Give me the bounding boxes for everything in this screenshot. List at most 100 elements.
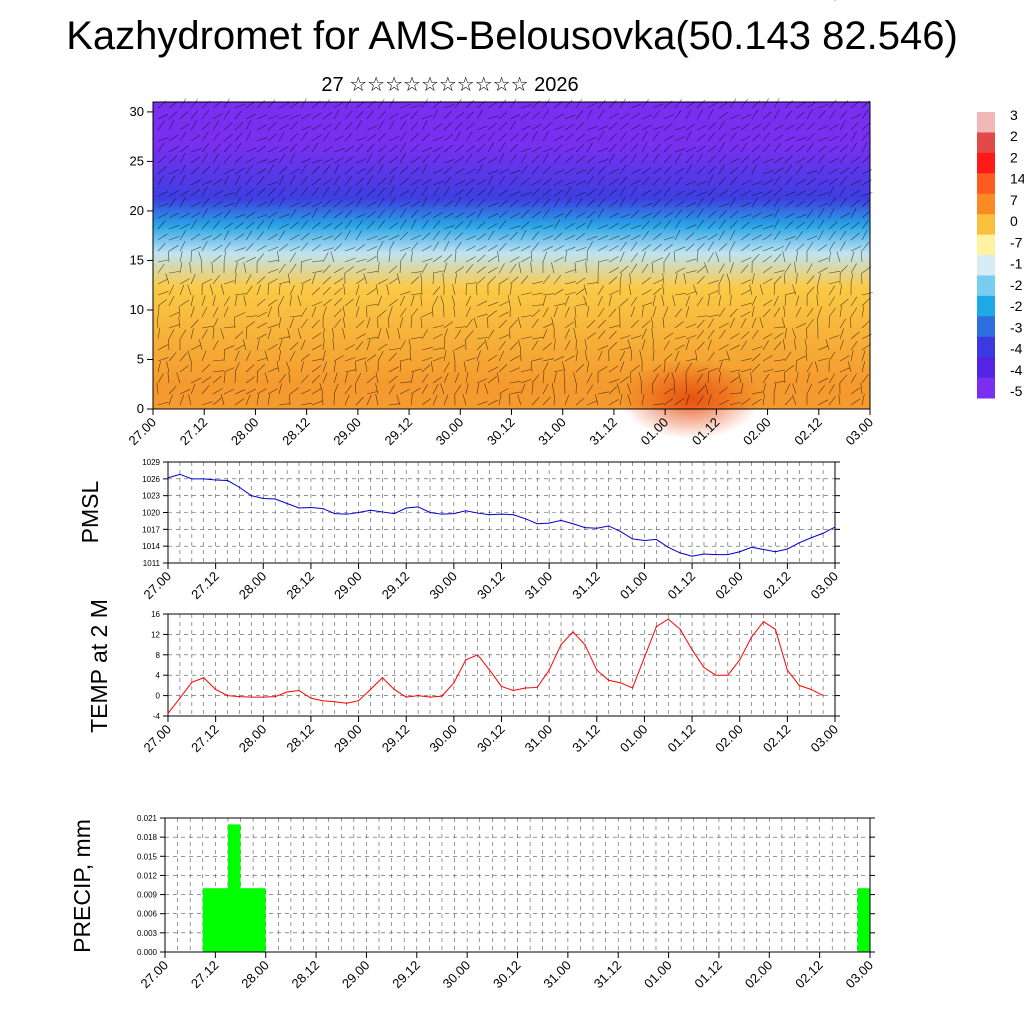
wind-barb (662, 273, 665, 285)
wind-barb (586, 188, 596, 197)
wind-barb (487, 202, 499, 208)
wind-barb (234, 132, 243, 142)
wind-barb (520, 177, 530, 186)
wind-barb (751, 197, 758, 208)
wind-barb (179, 251, 183, 263)
pmsl-x-tick-label: 01.12 (665, 569, 699, 603)
wind-barb (828, 221, 838, 230)
wind-barb (333, 186, 341, 197)
wind-barb (377, 278, 388, 285)
wind-barb (278, 403, 290, 406)
pmsl-point (834, 526, 836, 528)
wind-barb (410, 292, 422, 296)
wind-barb (322, 112, 332, 120)
wind-barb (454, 197, 462, 208)
wind-barb (476, 300, 487, 307)
wind-barb (608, 330, 617, 340)
wind-barb (685, 290, 697, 296)
wind-barb (443, 200, 454, 208)
wind-barb (795, 111, 805, 120)
wind-barb (388, 136, 400, 142)
wind-barb (300, 339, 306, 351)
wind-barb (795, 221, 805, 230)
wind-barb (201, 376, 212, 384)
temp-x-tick-label: 30.00 (426, 722, 460, 756)
wind-barb (343, 284, 346, 296)
pmsl-point (620, 530, 622, 533)
wind-barb (168, 296, 175, 307)
wind-barb (465, 131, 473, 142)
wind-barb (487, 115, 499, 120)
wind-barb (432, 212, 443, 219)
wind-barb (564, 251, 568, 263)
wind-barb (608, 325, 620, 329)
wind-barb (453, 350, 456, 362)
wind-barb (586, 235, 598, 241)
wind-barb (355, 158, 367, 164)
wind-barb (344, 266, 355, 274)
wind-barb (509, 246, 521, 252)
wind-barb (850, 221, 860, 230)
wind-barb (839, 284, 843, 296)
wind-barb (256, 284, 261, 296)
colorbar-label: 0 (1010, 213, 1018, 229)
wind-barb (212, 328, 215, 340)
precip-x-tick-label: 01.12 (691, 958, 725, 992)
wind-barb (498, 388, 509, 395)
y-tick-label: 20 (130, 203, 144, 218)
wind-barb (509, 225, 521, 230)
wind-barb (553, 154, 562, 164)
wind-barb (850, 166, 860, 175)
wind-barb (267, 146, 278, 153)
pmsl-point (703, 553, 705, 555)
wind-barb (451, 295, 456, 307)
wind-barb (861, 219, 869, 230)
wind-barb (366, 246, 378, 252)
wind-barb (179, 98, 187, 109)
wind-barb (662, 317, 665, 329)
wind-barb (388, 299, 398, 307)
wind-barb (234, 197, 241, 208)
wind-barb (641, 394, 645, 406)
wind-barb (828, 110, 836, 120)
wind-barb (520, 292, 532, 296)
wind-barb (201, 401, 213, 406)
wind-barb (157, 114, 169, 120)
cross-section-x-tick-label: 30.00 (433, 415, 467, 449)
wind-barb (573, 328, 577, 340)
wind-barb (442, 273, 445, 285)
wind-barb (443, 122, 453, 131)
wind-barb (597, 235, 609, 241)
temp-point (655, 626, 657, 628)
temp-x-tick-label: 29.12 (379, 722, 413, 756)
wind-barb (421, 211, 432, 219)
wind-barb (289, 387, 300, 395)
wind-barb (751, 155, 761, 164)
wind-barb (399, 361, 402, 373)
wind-barb (674, 398, 684, 406)
wind-barb (212, 220, 221, 230)
wind-barb (751, 224, 763, 230)
wind-barb (542, 245, 554, 252)
wind-barb (430, 361, 434, 373)
wind-barb (410, 179, 421, 186)
wind-barb (751, 144, 761, 153)
wind-barb (597, 109, 605, 120)
wind-barb (366, 134, 377, 142)
wind-barb (157, 212, 168, 219)
wind-barb (825, 339, 830, 351)
temp-y-tick-label: 12 (151, 630, 160, 639)
wind-barb (553, 256, 564, 263)
wind-barb (773, 230, 781, 241)
wind-barb (793, 339, 797, 351)
wind-barb (630, 132, 639, 142)
wind-barb (443, 231, 451, 241)
wind-barb (575, 258, 587, 263)
wind-barb (432, 136, 444, 142)
wind-barb (277, 251, 280, 263)
wind-barb (586, 282, 598, 285)
wind-barb (344, 257, 356, 263)
wind-barb (784, 365, 795, 373)
wind-barb (630, 168, 641, 175)
wind-barb (718, 361, 723, 373)
